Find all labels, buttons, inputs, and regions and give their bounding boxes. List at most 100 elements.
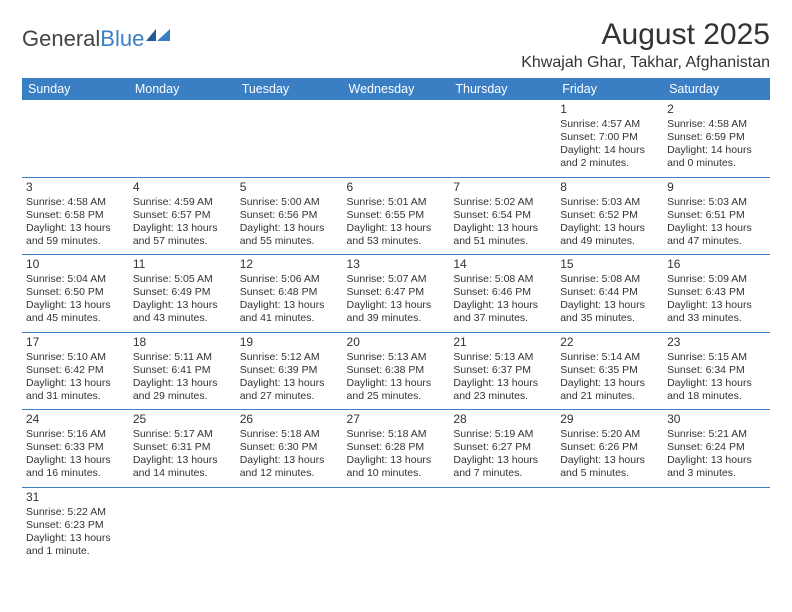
sunset-text: Sunset: 6:47 PM — [347, 286, 446, 299]
weekday-header: Saturday — [663, 78, 770, 100]
sunrise-text: Sunrise: 5:21 AM — [667, 428, 766, 441]
daylight-text: Daylight: 13 hours and 41 minutes. — [240, 299, 339, 325]
calendar-week: 17Sunrise: 5:10 AMSunset: 6:42 PMDayligh… — [22, 332, 770, 410]
day-number: 7 — [453, 180, 552, 195]
sunrise-text: Sunrise: 5:11 AM — [133, 351, 232, 364]
daylight-text: Daylight: 13 hours and 16 minutes. — [26, 454, 125, 480]
sunrise-text: Sunrise: 5:00 AM — [240, 196, 339, 209]
title-block: August 2025 Khwajah Ghar, Takhar, Afghan… — [521, 18, 770, 72]
sunrise-text: Sunrise: 5:12 AM — [240, 351, 339, 364]
calendar-week: 1Sunrise: 4:57 AMSunset: 7:00 PMDaylight… — [22, 100, 770, 177]
sunrise-text: Sunrise: 5:10 AM — [26, 351, 125, 364]
day-number: 17 — [26, 335, 125, 350]
day-number: 6 — [347, 180, 446, 195]
sunrise-text: Sunrise: 5:13 AM — [453, 351, 552, 364]
day-number: 29 — [560, 412, 659, 427]
day-number: 19 — [240, 335, 339, 350]
calendar-empty — [449, 487, 556, 564]
sunrise-text: Sunrise: 5:20 AM — [560, 428, 659, 441]
sunset-text: Sunset: 6:39 PM — [240, 364, 339, 377]
sunset-text: Sunset: 6:24 PM — [667, 441, 766, 454]
calendar-week: 31Sunrise: 5:22 AMSunset: 6:23 PMDayligh… — [22, 487, 770, 564]
sunset-text: Sunset: 6:56 PM — [240, 209, 339, 222]
calendar-day: 4Sunrise: 4:59 AMSunset: 6:57 PMDaylight… — [129, 177, 236, 255]
calendar-empty — [556, 487, 663, 564]
calendar-day: 14Sunrise: 5:08 AMSunset: 6:46 PMDayligh… — [449, 255, 556, 333]
daylight-text: Daylight: 13 hours and 5 minutes. — [560, 454, 659, 480]
daylight-text: Daylight: 13 hours and 21 minutes. — [560, 377, 659, 403]
sunset-text: Sunset: 6:23 PM — [26, 519, 125, 532]
calendar-day: 22Sunrise: 5:14 AMSunset: 6:35 PMDayligh… — [556, 332, 663, 410]
weekday-header: Thursday — [449, 78, 556, 100]
sunset-text: Sunset: 6:44 PM — [560, 286, 659, 299]
sunrise-text: Sunrise: 5:14 AM — [560, 351, 659, 364]
calendar-empty — [129, 487, 236, 564]
sunrise-text: Sunrise: 5:03 AM — [560, 196, 659, 209]
calendar-day: 16Sunrise: 5:09 AMSunset: 6:43 PMDayligh… — [663, 255, 770, 333]
sunset-text: Sunset: 6:55 PM — [347, 209, 446, 222]
day-number: 4 — [133, 180, 232, 195]
daylight-text: Daylight: 13 hours and 35 minutes. — [560, 299, 659, 325]
sunrise-text: Sunrise: 5:15 AM — [667, 351, 766, 364]
daylight-text: Daylight: 13 hours and 39 minutes. — [347, 299, 446, 325]
sunset-text: Sunset: 6:48 PM — [240, 286, 339, 299]
sunrise-text: Sunrise: 5:08 AM — [453, 273, 552, 286]
calendar-day: 11Sunrise: 5:05 AMSunset: 6:49 PMDayligh… — [129, 255, 236, 333]
daylight-text: Daylight: 13 hours and 3 minutes. — [667, 454, 766, 480]
sunrise-text: Sunrise: 5:13 AM — [347, 351, 446, 364]
calendar-day: 9Sunrise: 5:03 AMSunset: 6:51 PMDaylight… — [663, 177, 770, 255]
sunrise-text: Sunrise: 5:22 AM — [26, 506, 125, 519]
daylight-text: Daylight: 13 hours and 29 minutes. — [133, 377, 232, 403]
sunset-text: Sunset: 6:27 PM — [453, 441, 552, 454]
sunrise-text: Sunrise: 5:05 AM — [133, 273, 232, 286]
sunrise-text: Sunrise: 5:03 AM — [667, 196, 766, 209]
sunset-text: Sunset: 6:34 PM — [667, 364, 766, 377]
calendar-day: 24Sunrise: 5:16 AMSunset: 6:33 PMDayligh… — [22, 410, 129, 488]
calendar-day: 12Sunrise: 5:06 AMSunset: 6:48 PMDayligh… — [236, 255, 343, 333]
calendar-day: 27Sunrise: 5:18 AMSunset: 6:28 PMDayligh… — [343, 410, 450, 488]
day-number: 31 — [26, 490, 125, 505]
logo: GeneralBlue — [22, 26, 172, 52]
day-number: 23 — [667, 335, 766, 350]
sunset-text: Sunset: 6:37 PM — [453, 364, 552, 377]
day-number: 22 — [560, 335, 659, 350]
day-number: 20 — [347, 335, 446, 350]
calendar-empty — [22, 100, 129, 177]
sunset-text: Sunset: 6:49 PM — [133, 286, 232, 299]
calendar-empty — [236, 487, 343, 564]
sunrise-text: Sunrise: 5:08 AM — [560, 273, 659, 286]
daylight-text: Daylight: 13 hours and 10 minutes. — [347, 454, 446, 480]
location: Khwajah Ghar, Takhar, Afghanistan — [521, 54, 770, 72]
weekday-header: Tuesday — [236, 78, 343, 100]
day-number: 26 — [240, 412, 339, 427]
weekday-header: Friday — [556, 78, 663, 100]
sunrise-text: Sunrise: 5:18 AM — [347, 428, 446, 441]
calendar-empty — [343, 487, 450, 564]
logo-text-part2: Blue — [100, 26, 144, 52]
weekday-header: Wednesday — [343, 78, 450, 100]
calendar-day: 30Sunrise: 5:21 AMSunset: 6:24 PMDayligh… — [663, 410, 770, 488]
daylight-text: Daylight: 14 hours and 0 minutes. — [667, 144, 766, 170]
sunrise-text: Sunrise: 4:59 AM — [133, 196, 232, 209]
sunset-text: Sunset: 6:35 PM — [560, 364, 659, 377]
sunset-text: Sunset: 6:41 PM — [133, 364, 232, 377]
calendar-week: 10Sunrise: 5:04 AMSunset: 6:50 PMDayligh… — [22, 255, 770, 333]
daylight-text: Daylight: 14 hours and 2 minutes. — [560, 144, 659, 170]
calendar-day: 26Sunrise: 5:18 AMSunset: 6:30 PMDayligh… — [236, 410, 343, 488]
day-number: 18 — [133, 335, 232, 350]
sunset-text: Sunset: 7:00 PM — [560, 131, 659, 144]
calendar-day: 15Sunrise: 5:08 AMSunset: 6:44 PMDayligh… — [556, 255, 663, 333]
sunset-text: Sunset: 6:43 PM — [667, 286, 766, 299]
daylight-text: Daylight: 13 hours and 59 minutes. — [26, 222, 125, 248]
sunrise-text: Sunrise: 5:16 AM — [26, 428, 125, 441]
sunset-text: Sunset: 6:28 PM — [347, 441, 446, 454]
day-number: 1 — [560, 102, 659, 117]
sunset-text: Sunset: 6:54 PM — [453, 209, 552, 222]
daylight-text: Daylight: 13 hours and 55 minutes. — [240, 222, 339, 248]
calendar-day: 6Sunrise: 5:01 AMSunset: 6:55 PMDaylight… — [343, 177, 450, 255]
calendar-day: 25Sunrise: 5:17 AMSunset: 6:31 PMDayligh… — [129, 410, 236, 488]
sunrise-text: Sunrise: 4:58 AM — [26, 196, 125, 209]
sunrise-text: Sunrise: 4:57 AM — [560, 118, 659, 131]
calendar-week: 24Sunrise: 5:16 AMSunset: 6:33 PMDayligh… — [22, 410, 770, 488]
header: GeneralBlue August 2025 Khwajah Ghar, Ta… — [22, 18, 770, 72]
